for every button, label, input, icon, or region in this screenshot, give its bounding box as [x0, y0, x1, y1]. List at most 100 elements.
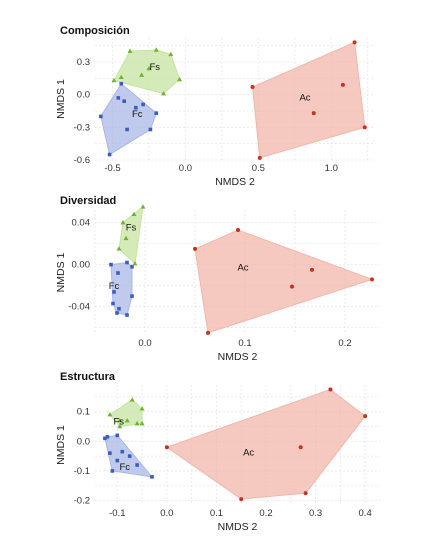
- x-tick-label: 0.0: [179, 163, 192, 174]
- panel-composicion: Fc Fs Ac -0.5 0.0 0.5 1.0 -0.6 -0.3 0.0 0.3 NMDS 2 N…: [55, 38, 375, 188]
- point-fc: [119, 81, 124, 86]
- x-tick-label: -0.5: [104, 163, 120, 174]
- point-ac: [164, 445, 169, 450]
- point-fc: [99, 114, 103, 119]
- point-fs: [118, 74, 124, 80]
- x-tick-label: 0.4: [359, 508, 372, 519]
- point-fs: [134, 420, 140, 426]
- point-ac: [257, 155, 262, 160]
- y-tick-label: -0.3: [74, 122, 90, 133]
- point-fc: [107, 152, 112, 157]
- x-tick-label: 0.5: [252, 163, 265, 174]
- hull-ac: [165, 388, 366, 500]
- point-ac: [303, 491, 308, 496]
- point-fc: [103, 436, 107, 441]
- point-fc: [115, 433, 120, 438]
- point-fc: [148, 127, 153, 132]
- x-tick-label: 0.3: [309, 508, 322, 519]
- point-fc: [109, 262, 113, 267]
- point-ac: [310, 267, 314, 272]
- group-label: Fs: [150, 62, 161, 73]
- y-tick-label: 0.0: [77, 436, 90, 447]
- point-fs: [177, 76, 183, 82]
- point-fs: [117, 423, 123, 429]
- point-fs: [139, 72, 145, 77]
- point-ac: [239, 497, 244, 502]
- point-fs: [111, 77, 117, 83]
- point-fc: [105, 435, 110, 439]
- y-tick-label: -0.04: [68, 302, 90, 313]
- point-fc: [115, 458, 120, 463]
- group-label: Fc: [132, 109, 143, 120]
- point-fc: [112, 290, 116, 294]
- x-tick-label: 0.2: [259, 508, 272, 519]
- point-ac: [236, 227, 240, 232]
- point-fs: [131, 211, 137, 217]
- point-fc: [122, 99, 126, 103]
- point-fc: [116, 271, 120, 275]
- y-tick-label: 0.04: [72, 218, 91, 229]
- point-ac: [193, 246, 197, 251]
- point-fs: [161, 90, 167, 96]
- point-ac: [352, 40, 357, 45]
- x-axis-title: NMDS 2: [218, 521, 258, 533]
- point-fc: [141, 102, 145, 107]
- y-tick-label: 0.1: [77, 407, 90, 418]
- y-axis-title: NMDS 1: [55, 253, 67, 293]
- point-fc: [125, 260, 129, 265]
- x-tick-label: -0.1: [109, 508, 125, 519]
- point-fc: [154, 111, 159, 115]
- group-label: Ac: [243, 448, 254, 459]
- point-fc: [134, 105, 138, 110]
- point-ac: [362, 125, 367, 130]
- point-fc: [127, 454, 132, 458]
- group-label: Fs: [114, 417, 125, 428]
- x-tick-label: 1.0: [325, 163, 338, 174]
- point-fs: [107, 412, 113, 417]
- point-fc: [135, 463, 139, 467]
- panel-1-title: Composición: [60, 25, 130, 37]
- point-ac: [290, 284, 294, 289]
- point-fc: [111, 301, 115, 306]
- point-fc: [110, 469, 115, 473]
- group-label: Fc: [119, 462, 130, 473]
- point-fs: [139, 420, 145, 426]
- point-ac: [328, 387, 333, 392]
- y-tick-label: 0.0: [77, 90, 90, 101]
- panel-diversidad: Fc Fs Ac 0.0 0.1 0.2 -0.04 0.00 0.04 NMDS 2 NMDS 1: [55, 204, 380, 363]
- point-fs: [116, 246, 122, 251]
- x-tick-label: 0.1: [238, 338, 251, 349]
- point-fc: [120, 449, 125, 454]
- x-axis-title: NMDS 2: [215, 176, 255, 188]
- panel-estructura: Fc Fs Ac -0.1 0.0 0.1 0.2 0.3 0.4 -0.2 -0.1 0.0 0.1 N…: [55, 385, 380, 533]
- point-fs: [117, 417, 123, 423]
- point-fs: [168, 51, 174, 57]
- point-ac: [298, 445, 303, 450]
- point-fc: [150, 475, 154, 479]
- point-ac: [250, 85, 255, 90]
- y-axis-title: NMDS 1: [55, 425, 67, 465]
- point-fs: [124, 417, 130, 423]
- point-fc: [130, 264, 134, 269]
- point-fs: [127, 48, 133, 53]
- group-label: Ac: [237, 262, 248, 273]
- point-fs: [146, 65, 152, 71]
- hull-fs: [109, 399, 143, 428]
- x-tick-label: 0.2: [338, 338, 351, 349]
- point-fc: [125, 127, 129, 132]
- y-tick-label: -0.2: [74, 496, 90, 507]
- x-tick-label: 0.0: [138, 338, 151, 349]
- panel-2-title: Diversidad: [60, 195, 116, 207]
- y-tick-label: 0.00: [72, 260, 91, 271]
- point-ac: [311, 111, 316, 116]
- point-fs: [129, 397, 135, 402]
- x-tick-label: 0.1: [210, 508, 223, 519]
- group-label: Fs: [126, 222, 137, 233]
- point-ac: [370, 277, 374, 282]
- point-ac: [340, 82, 345, 87]
- point-fc: [116, 96, 121, 100]
- point-ac: [363, 414, 368, 419]
- point-fc: [108, 451, 112, 455]
- y-tick-label: -0.6: [74, 155, 90, 166]
